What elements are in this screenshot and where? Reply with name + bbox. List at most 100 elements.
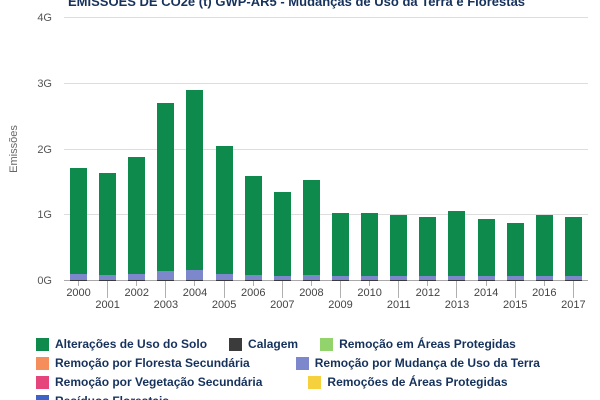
legend-row: Resíduos Florestais	[36, 394, 540, 400]
x-tick-label: 2000	[66, 287, 91, 299]
bar-segment[interactable]	[564, 275, 582, 280]
x-tick-label: 2001	[95, 299, 120, 311]
bar-segment[interactable]	[535, 214, 553, 276]
bar-segment[interactable]	[128, 279, 146, 281]
bar-segment[interactable]	[302, 275, 320, 280]
bar-2011[interactable]	[390, 215, 408, 281]
bar-2017[interactable]	[564, 217, 582, 281]
x-tick	[543, 281, 545, 286]
bar-2002[interactable]	[128, 157, 146, 281]
legend-item[interactable]: Remoção por Vegetação Secundária	[36, 375, 262, 389]
bar-segment[interactable]	[419, 216, 437, 277]
bar-segment[interactable]	[564, 279, 582, 281]
bar-segment[interactable]	[99, 172, 117, 276]
bar-segment[interactable]	[215, 273, 233, 280]
legend-item[interactable]: Remoção por Mudança de Uso da Terra	[295, 356, 540, 370]
bar-2009[interactable]	[332, 213, 350, 281]
bars	[64, 18, 588, 281]
legend-item[interactable]: Alterações de Uso do Solo	[36, 337, 207, 351]
bar-2006[interactable]	[244, 175, 262, 281]
x-axis-cell: 2001	[93, 281, 122, 311]
bar-segment[interactable]	[535, 275, 553, 280]
bar-segment[interactable]	[390, 279, 408, 281]
bar-2014[interactable]	[477, 218, 495, 281]
bar-segment[interactable]	[244, 175, 262, 276]
bar-2013[interactable]	[448, 211, 466, 281]
legend-item[interactable]: Calagem	[229, 337, 298, 351]
bar-segment[interactable]	[128, 157, 146, 274]
bar-2012[interactable]	[419, 216, 437, 281]
bar-segment[interactable]	[390, 275, 408, 280]
bar-segment[interactable]	[273, 192, 291, 276]
legend-swatch	[36, 337, 49, 351]
legend-item[interactable]: Remoções de Áreas Protegidas	[308, 375, 508, 389]
bar-segment[interactable]	[564, 217, 582, 276]
bar-segment[interactable]	[99, 279, 117, 281]
bar-segment[interactable]	[535, 279, 553, 281]
x-tick	[456, 281, 458, 298]
bar-segment[interactable]	[332, 279, 350, 281]
bar-segment[interactable]	[244, 275, 262, 280]
bar-segment[interactable]	[448, 211, 466, 276]
bar-segment[interactable]	[157, 102, 175, 271]
legend-item[interactable]: Resíduos Florestais	[36, 394, 169, 400]
x-tick	[514, 281, 516, 298]
bar-segment[interactable]	[302, 180, 320, 276]
gridline	[64, 17, 588, 18]
bar-segment[interactable]	[186, 279, 204, 281]
bar-segment[interactable]	[70, 279, 88, 281]
bar-segment[interactable]	[273, 279, 291, 281]
bar-2008[interactable]	[302, 180, 320, 281]
x-tick-label: 2007	[270, 299, 295, 311]
bar-segment[interactable]	[332, 275, 350, 280]
bar-2007[interactable]	[273, 192, 291, 281]
bar-segment[interactable]	[477, 218, 495, 277]
bar-segment[interactable]	[157, 270, 175, 280]
bar-segment[interactable]	[157, 279, 175, 281]
bar-segment[interactable]	[70, 167, 88, 275]
bar-segment[interactable]	[419, 279, 437, 281]
bar-segment[interactable]	[70, 274, 88, 280]
bar-2001[interactable]	[99, 172, 117, 281]
bar-segment[interactable]	[419, 276, 437, 280]
x-tick	[427, 281, 429, 286]
bar-2010[interactable]	[361, 213, 379, 281]
bar-segment[interactable]	[332, 213, 350, 276]
bar-segment[interactable]	[361, 279, 379, 281]
bar-segment[interactable]	[128, 273, 146, 280]
x-tick	[281, 281, 283, 298]
bar-segment[interactable]	[361, 213, 379, 276]
bar-segment[interactable]	[215, 146, 233, 274]
bar-segment[interactable]	[506, 279, 524, 281]
bar-segment[interactable]	[477, 279, 495, 281]
legend-item[interactable]: Remoção em Áreas Protegidas	[320, 337, 516, 351]
bar-segment[interactable]	[506, 276, 524, 280]
bar-2005[interactable]	[215, 146, 233, 281]
legend-label: Resíduos Florestais	[55, 394, 169, 400]
bar-2016[interactable]	[535, 214, 553, 281]
bar-segment[interactable]	[506, 222, 524, 277]
x-tick	[136, 281, 138, 286]
bar-segment[interactable]	[186, 269, 204, 280]
bar-2003[interactable]	[157, 102, 175, 281]
bar-segment[interactable]	[99, 275, 117, 280]
x-axis-cell: 2013	[442, 281, 471, 311]
legend-item[interactable]: Remoção por Floresta Secundária	[36, 356, 250, 370]
x-tick	[340, 281, 342, 298]
bar-segment[interactable]	[390, 215, 408, 276]
bar-segment[interactable]	[361, 275, 379, 280]
bar-segment[interactable]	[302, 279, 320, 281]
bar-2015[interactable]	[506, 222, 524, 281]
x-tick-label: 2004	[182, 287, 208, 299]
bar-segment[interactable]	[215, 279, 233, 281]
bar-segment[interactable]	[273, 275, 291, 280]
bar-segment[interactable]	[448, 279, 466, 281]
bar-segment[interactable]	[186, 89, 204, 270]
bar-segment[interactable]	[448, 275, 466, 280]
bar-2000[interactable]	[70, 167, 88, 281]
bar-segment[interactable]	[244, 279, 262, 281]
y-tick-label: 0G	[37, 275, 52, 287]
x-axis-cell: 2005	[210, 281, 239, 311]
bar-segment[interactable]	[477, 276, 495, 280]
bar-2004[interactable]	[186, 89, 204, 281]
